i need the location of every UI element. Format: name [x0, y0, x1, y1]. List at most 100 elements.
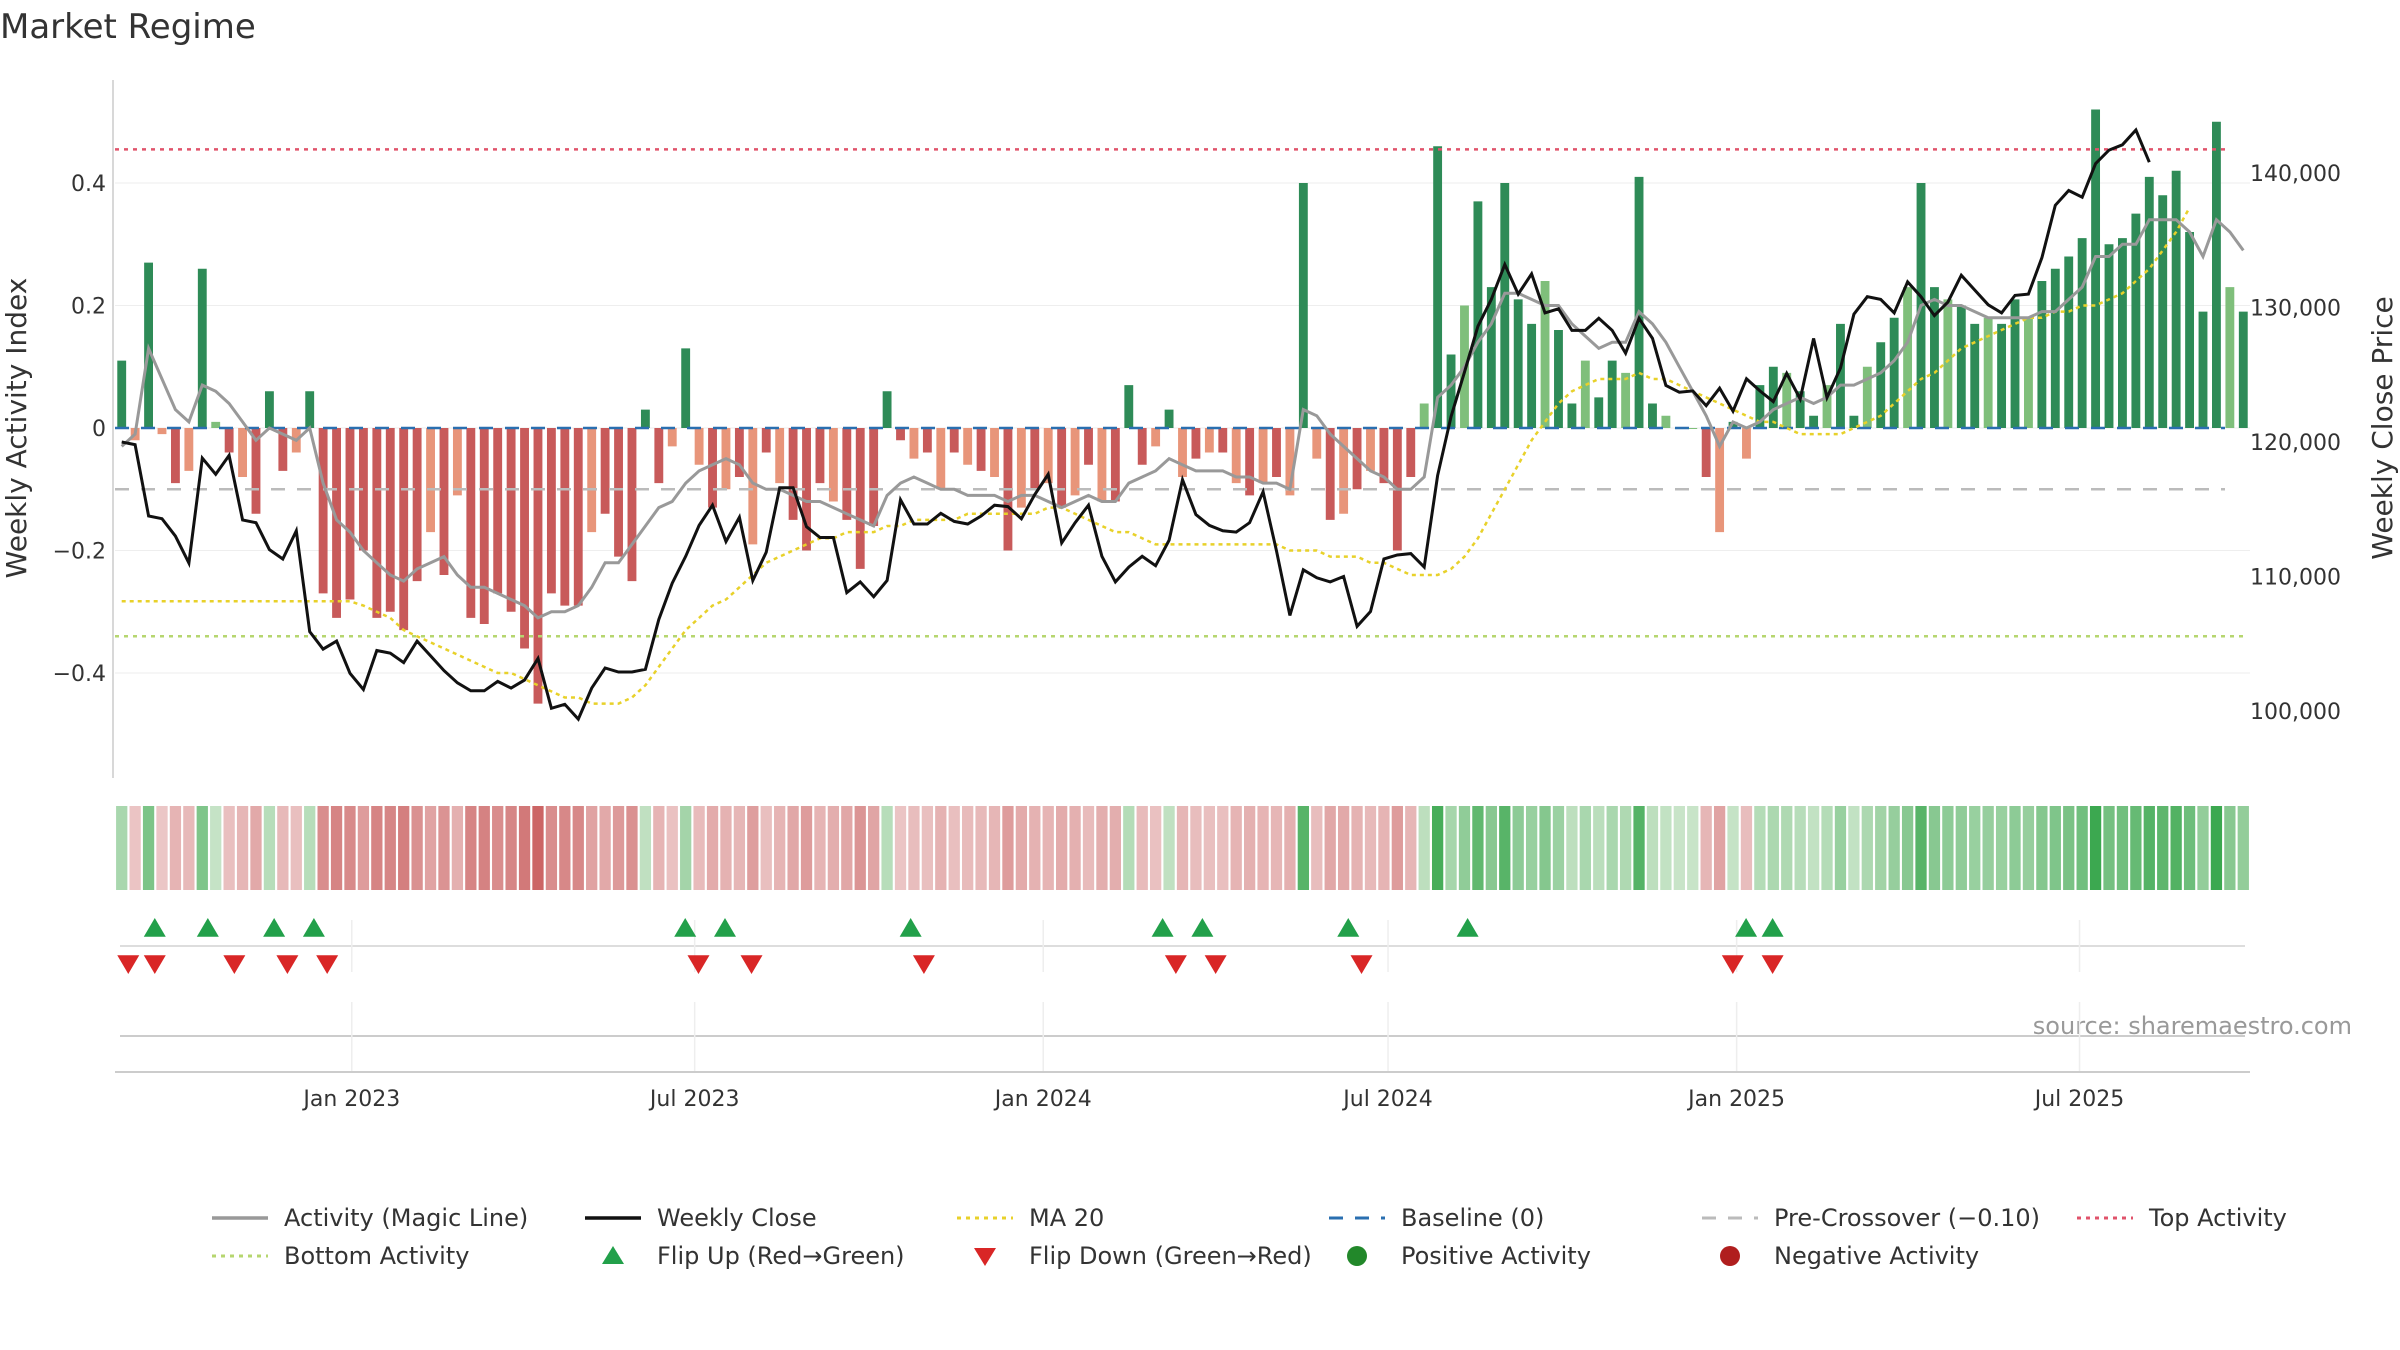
activity-bar: [1513, 299, 1523, 428]
activity-bar: [224, 428, 234, 453]
regime-cell: [666, 806, 678, 890]
activity-bar: [1231, 428, 1241, 484]
activity-bar: [788, 428, 798, 520]
regime-cell: [1579, 806, 1591, 890]
activity-bar: [2037, 281, 2047, 428]
activity-bar: [828, 428, 838, 502]
regime-cell: [371, 806, 383, 890]
activity-bar: [1245, 428, 1255, 496]
regime-cell: [2103, 806, 2115, 890]
regime-cell: [586, 806, 598, 890]
activity-bar: [627, 428, 637, 582]
regime-cell: [1136, 806, 1148, 890]
regime-cell: [277, 806, 289, 890]
activity-bar: [963, 428, 973, 465]
regime-cell: [2210, 806, 2223, 890]
regime-cell: [129, 806, 141, 890]
activity-bar: [694, 428, 704, 465]
activity-bar: [2198, 311, 2208, 428]
chart-title: Market Regime: [0, 7, 256, 47]
regime-cell: [2237, 806, 2249, 890]
regime-cell: [1861, 806, 1873, 890]
activity-bar: [1030, 428, 1040, 490]
activity-bar: [1486, 287, 1496, 428]
activity-bar: [1325, 428, 1335, 520]
legend-label: Bottom Activity: [284, 1242, 469, 1270]
flip-down-marker: [117, 955, 140, 974]
activity-bar: [1822, 385, 1832, 428]
y-axis-left-label: Weekly Activity Index: [0, 278, 33, 579]
legend-label: Weekly Close: [657, 1204, 817, 1232]
legend-label: Flip Up (Red→Green): [657, 1242, 905, 1270]
regime-cell: [1713, 806, 1726, 890]
regime-cell: [1646, 806, 1659, 890]
activity-bar: [412, 428, 422, 582]
activity-bar: [1446, 354, 1456, 428]
regime-cell: [156, 806, 168, 890]
activity-bar: [1084, 428, 1093, 465]
regime-cell: [1431, 806, 1444, 890]
activity-bar: [1795, 391, 1805, 428]
regime-cell: [1687, 806, 1699, 890]
regime-cell: [2116, 806, 2129, 890]
weekly-close-line: [121, 127, 2151, 722]
legend-item: MA 20: [957, 1204, 1104, 1232]
regime-cell: [1418, 806, 1430, 890]
activity-bar: [1836, 323, 1845, 428]
activity-bar: [1178, 428, 1187, 477]
activity-bar: [2077, 238, 2087, 428]
activity-bar: [855, 428, 865, 569]
regime-cell: [2022, 806, 2035, 890]
legend-swatch: [602, 1246, 624, 1264]
regime-cell: [2197, 806, 2209, 890]
regime-cell: [1512, 806, 1524, 890]
activity-bar: [1016, 428, 1026, 508]
regime-cell: [465, 806, 477, 890]
regime-cell: [733, 806, 746, 890]
regime-cell: [384, 806, 396, 890]
regime-cell: [1109, 806, 1122, 890]
regime-cell: [908, 806, 920, 890]
regime-cell: [1982, 806, 1994, 890]
regime-cell: [2143, 806, 2155, 890]
activity-bar: [1419, 403, 1429, 428]
activity-bar: [1621, 372, 1631, 428]
activity-bar: [520, 428, 529, 649]
activity-bar: [1339, 428, 1349, 514]
regime-cell: [800, 806, 813, 890]
flip-up-marker: [899, 918, 922, 937]
activity-bar: [2091, 109, 2101, 428]
regime-cell: [1633, 806, 1645, 890]
regime-cell: [1176, 806, 1189, 890]
activity-bar: [1956, 305, 1966, 428]
legend-item: Flip Down (Green→Red): [974, 1242, 1312, 1270]
activity-bar: [197, 268, 207, 428]
regime-cell: [2009, 806, 2021, 890]
legend-item: Flip Up (Red→Green): [602, 1242, 905, 1270]
regime-cell: [2076, 806, 2088, 890]
y-right-tick-label: 120,000: [2250, 431, 2341, 456]
activity-bar: [1097, 428, 1107, 502]
y-left-tick-label: 0: [92, 417, 106, 442]
activity-bar: [748, 428, 758, 545]
regime-cell: [680, 806, 692, 890]
flip-down-marker: [1721, 955, 1744, 974]
regime-cell: [1673, 806, 1685, 890]
regime-cell: [747, 806, 759, 890]
activity-bar: [1057, 428, 1067, 508]
flip-up-marker: [263, 918, 286, 937]
legend-item: Pre-Crossover (−0.10): [1702, 1204, 2040, 1232]
activity-bar: [1218, 428, 1228, 453]
activity-bar: [949, 428, 959, 453]
activity-bar: [1983, 317, 1993, 428]
activity-bar: [372, 428, 382, 618]
regime-cell: [948, 806, 960, 890]
regime-cell: [841, 806, 853, 890]
activity-bar: [1661, 415, 1671, 428]
regime-cell: [1928, 806, 1941, 890]
activity-bar: [318, 428, 328, 594]
regime-cell: [1257, 806, 1269, 890]
activity-bar: [1527, 323, 1537, 428]
activity-bar: [1970, 323, 1980, 428]
